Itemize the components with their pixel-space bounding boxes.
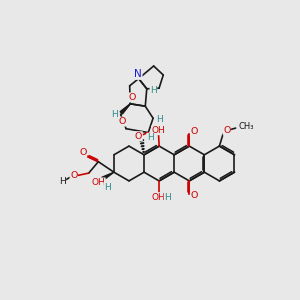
Text: O: O [70, 171, 77, 180]
Text: H: H [59, 177, 66, 186]
Text: O: O [223, 126, 231, 135]
Text: H: H [104, 183, 110, 192]
Polygon shape [120, 104, 130, 114]
Polygon shape [102, 172, 114, 180]
Text: CH₃: CH₃ [238, 122, 254, 131]
Text: H: H [164, 193, 171, 202]
Text: O: O [135, 132, 142, 141]
Text: O: O [190, 127, 198, 136]
Text: H: H [111, 110, 118, 118]
Text: O: O [118, 117, 126, 126]
Text: H: H [156, 115, 162, 124]
Text: OH: OH [152, 193, 165, 202]
Text: OH: OH [152, 126, 165, 135]
Text: O: O [129, 93, 136, 102]
Text: O: O [190, 191, 198, 200]
Text: O: O [79, 148, 87, 157]
Text: H: H [147, 133, 154, 142]
Text: N: N [134, 69, 142, 80]
Text: H: H [150, 86, 157, 95]
Text: OH: OH [92, 178, 105, 187]
